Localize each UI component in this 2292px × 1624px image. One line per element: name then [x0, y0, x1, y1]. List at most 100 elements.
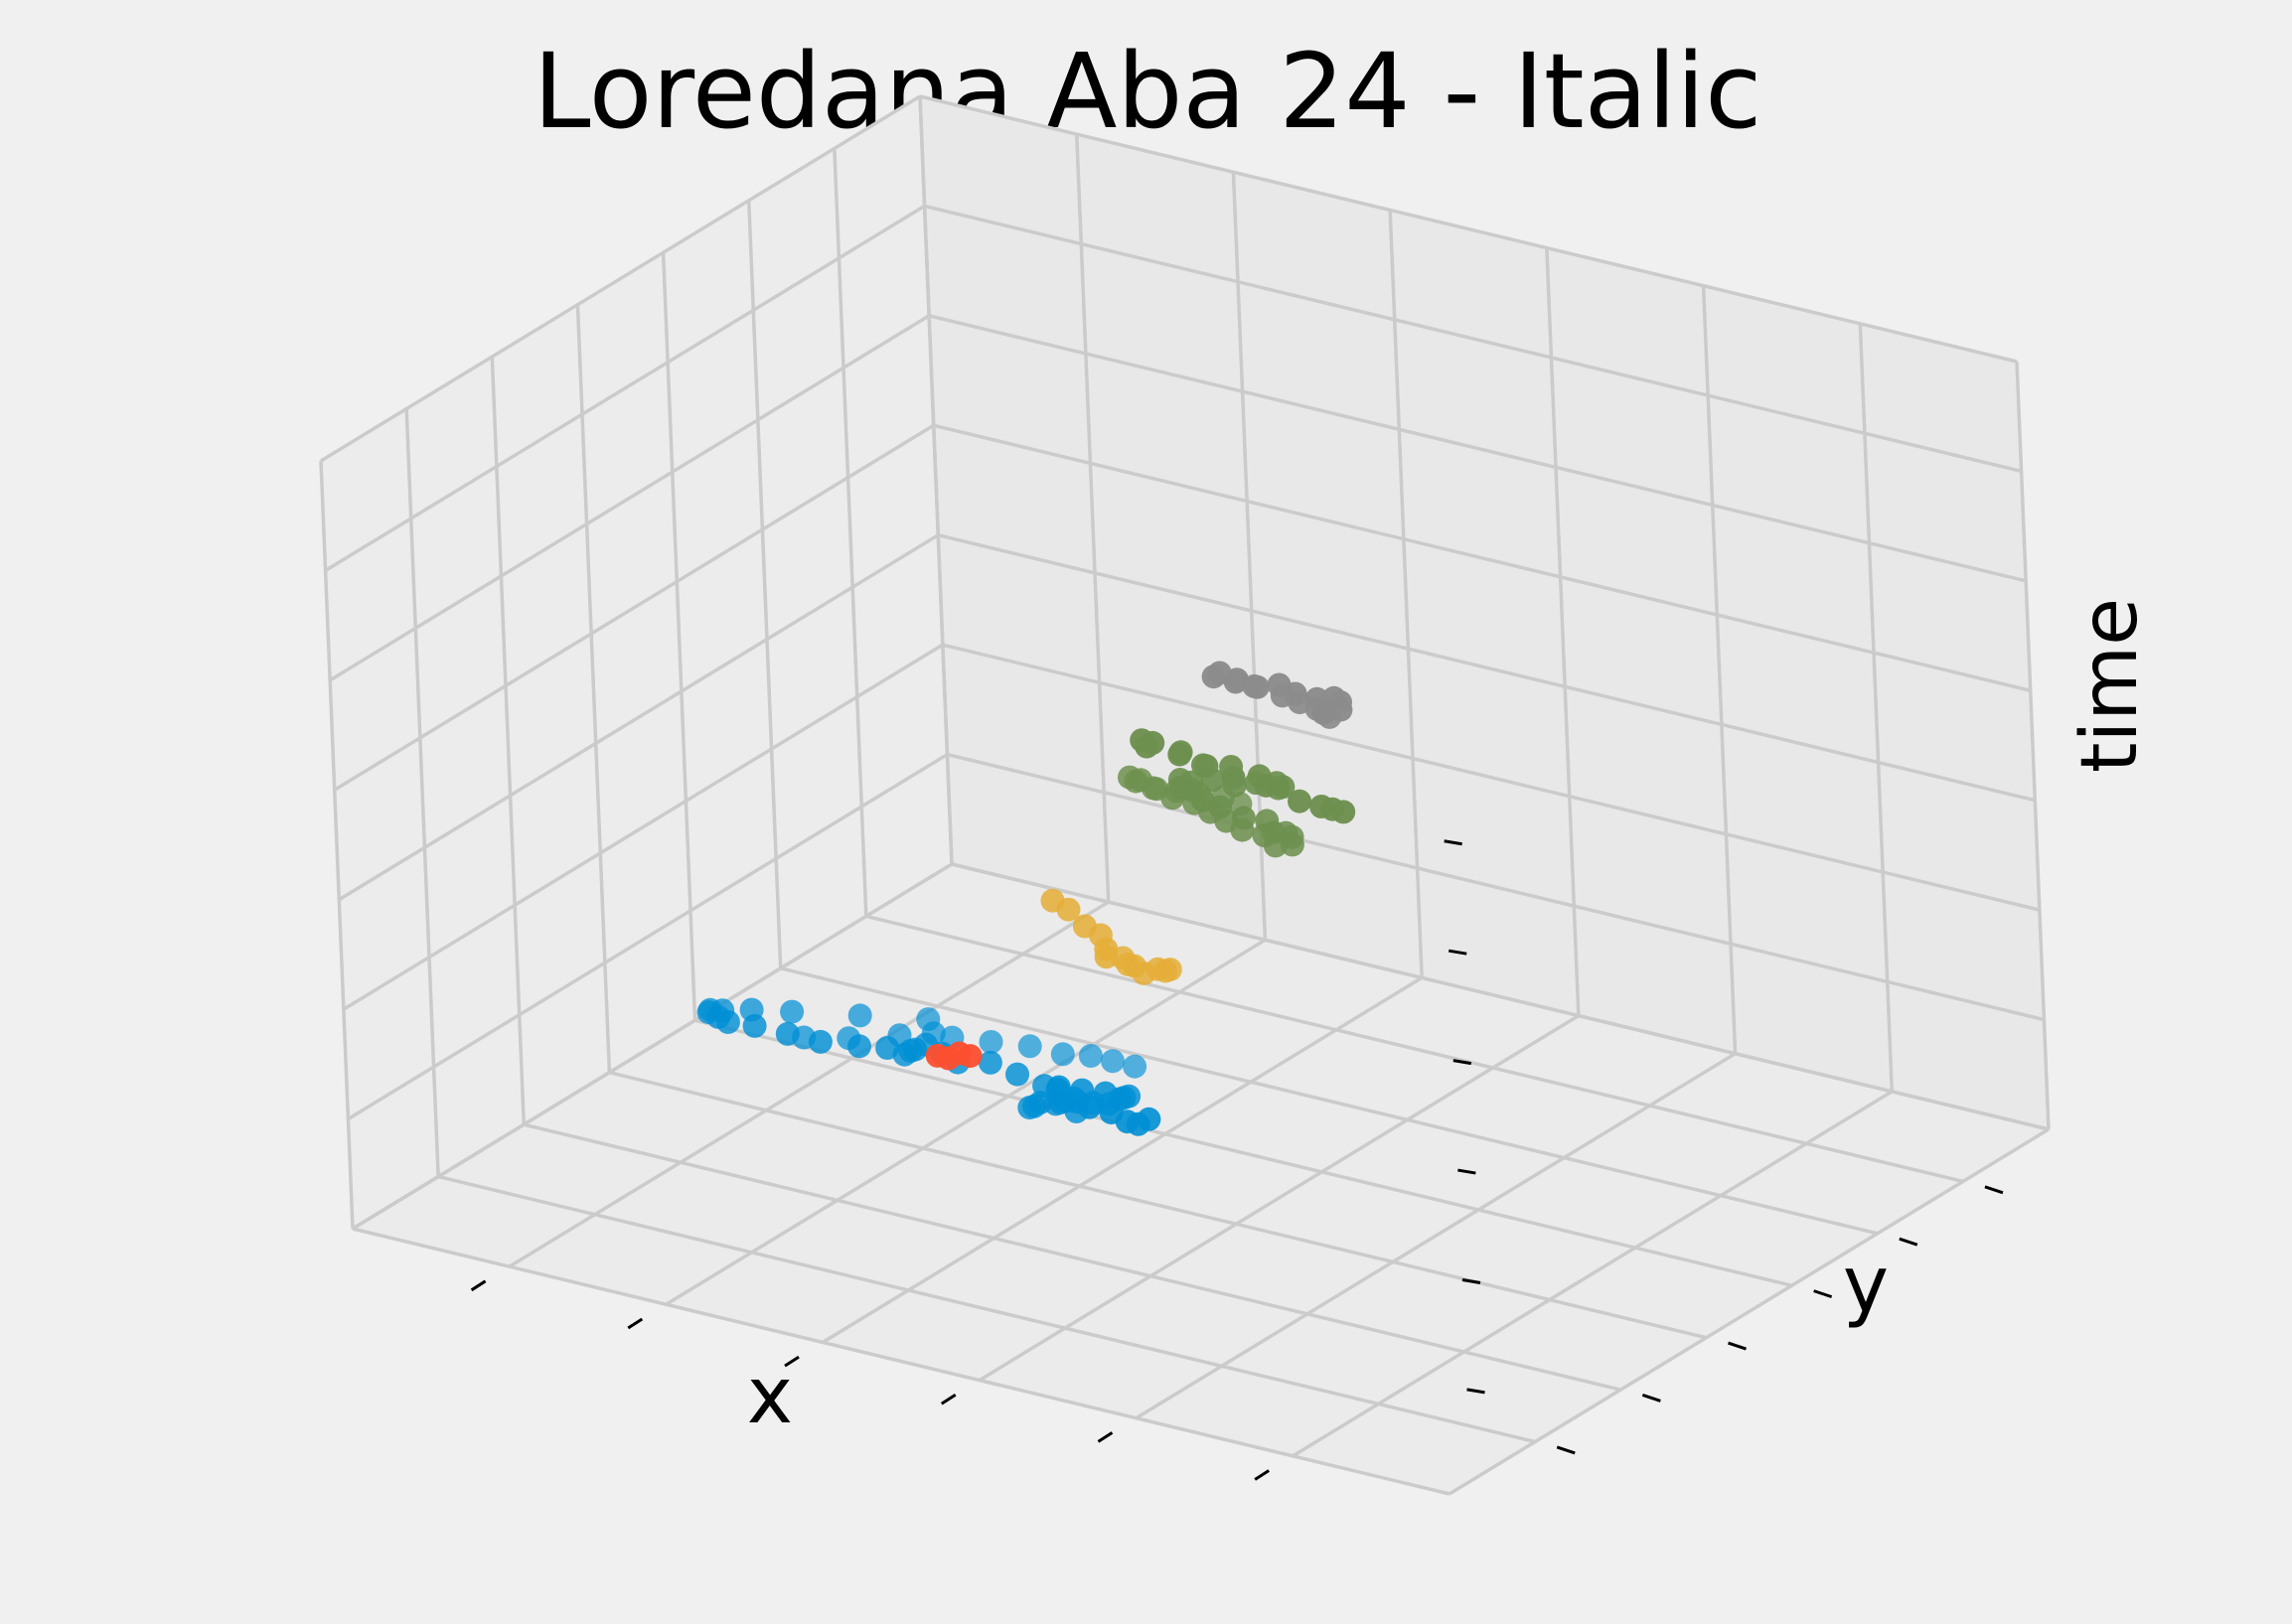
side-gridline-z: [342, 643, 944, 1011]
chart-title: Loredana Aba 24 - Italic: [534, 31, 1762, 152]
floor-gridline-y: [951, 862, 2050, 1131]
data-point: [1123, 954, 1146, 978]
back-gridline-x: [2015, 361, 2051, 1130]
side-gridline-z: [352, 862, 953, 1231]
back-gridline-z: [942, 643, 2041, 912]
data-point: [1288, 789, 1311, 813]
data-point: [1194, 754, 1219, 779]
data-point: [1331, 800, 1356, 824]
floor-gridline-x: [978, 1014, 1580, 1383]
side-gridline-y: [319, 460, 355, 1230]
floor-gridline-y: [437, 1174, 1536, 1444]
y-tick: [1728, 1341, 1747, 1351]
data-point: [875, 1036, 900, 1060]
data-point: [1146, 957, 1170, 981]
side-gridline-z: [324, 204, 926, 572]
data-point: [1101, 1049, 1125, 1074]
side-gridline-y: [661, 252, 697, 1021]
back-gridline-z: [933, 423, 2032, 692]
data-point: [847, 1034, 871, 1059]
x-tick: [940, 1393, 957, 1405]
side-gridline-y: [918, 95, 954, 865]
back-gridline-x: [1858, 323, 1895, 1092]
data-point: [1077, 1095, 1102, 1119]
side-gridline-y: [575, 304, 612, 1073]
floor-gridline-x: [1292, 1090, 1894, 1458]
floor-gridline-y: [780, 966, 1879, 1236]
floor-gridline-y: [865, 914, 1964, 1184]
data-point: [1094, 945, 1119, 969]
data-point: [1022, 1094, 1046, 1118]
floor-gridline-x: [822, 975, 1424, 1344]
side-gridline-y: [746, 200, 783, 968]
x-tick: [470, 1279, 487, 1292]
data-point: [958, 1044, 983, 1069]
data-point: [978, 1050, 1002, 1075]
data-point: [715, 1010, 740, 1034]
data-points: [696, 661, 1356, 1136]
data-point: [808, 1029, 833, 1054]
z-tick: [1452, 1059, 1472, 1066]
floor-gridline-y: [352, 1227, 1451, 1496]
data-point: [979, 1030, 1003, 1054]
data-point: [1321, 685, 1346, 710]
floor-gridline-x: [1135, 1052, 1737, 1420]
back-gridline-z: [928, 314, 2027, 583]
x-tick: [627, 1317, 644, 1330]
floor-gridline-y: [523, 1122, 1621, 1392]
y-tick: [1556, 1445, 1576, 1455]
back-gridline-x: [1701, 285, 1738, 1054]
floor-gridline-y: [609, 1071, 1707, 1340]
z-tick: [1466, 1388, 1485, 1395]
z-tick: [1461, 1278, 1481, 1284]
data-point: [1255, 809, 1280, 833]
back-gridline-x: [1545, 247, 1581, 1016]
back-gridline-z: [919, 94, 2018, 364]
floor-gridline-x: [665, 938, 1267, 1306]
floor-gridline-y: [694, 1018, 1792, 1287]
data-point: [1078, 1044, 1103, 1068]
y-axis-label: y: [1843, 1241, 1889, 1330]
axis-panes: [321, 96, 2049, 1494]
z-tick: [1457, 1168, 1476, 1175]
data-point: [1137, 1107, 1161, 1131]
axis-ticks: [470, 839, 2004, 1481]
back-gridline-z: [947, 752, 2045, 1022]
data-point: [1050, 1042, 1075, 1067]
side-gridline-z: [329, 314, 931, 682]
data-point: [1056, 897, 1081, 922]
side-gridline-y: [490, 357, 527, 1125]
back-gridline-z: [924, 204, 2022, 474]
side-gridline-z: [333, 423, 935, 792]
floor-pane: [353, 864, 2049, 1494]
data-point: [780, 999, 805, 1024]
x-tick: [1097, 1431, 1114, 1443]
z-axis-label: time: [2065, 598, 2155, 773]
y-tick: [1899, 1237, 1918, 1247]
data-point: [847, 1003, 872, 1028]
data-point: [1135, 734, 1159, 759]
data-point: [1231, 806, 1256, 830]
data-point: [1017, 1034, 1042, 1059]
data-point: [1221, 765, 1246, 790]
back-gridline-z: [937, 533, 2036, 803]
y-tick: [1641, 1394, 1661, 1403]
data-point: [1223, 669, 1248, 694]
side-gridline-z: [338, 533, 940, 902]
back-gridline-x: [1388, 210, 1424, 978]
x-tick: [784, 1355, 800, 1368]
side-gridline-z: [320, 94, 921, 463]
side-gridline-y: [404, 408, 440, 1177]
side-gridline-z: [347, 753, 949, 1121]
data-point: [1245, 674, 1270, 699]
data-point: [1005, 1062, 1029, 1087]
floor-gridline-x: [1449, 1127, 2050, 1496]
data-point: [1201, 664, 1226, 689]
data-point: [742, 1013, 767, 1038]
back-pane: [920, 96, 2049, 1129]
data-point: [1123, 1054, 1147, 1079]
back-gridline-x: [1074, 134, 1111, 903]
data-point: [1304, 686, 1329, 711]
data-point: [775, 1021, 800, 1046]
